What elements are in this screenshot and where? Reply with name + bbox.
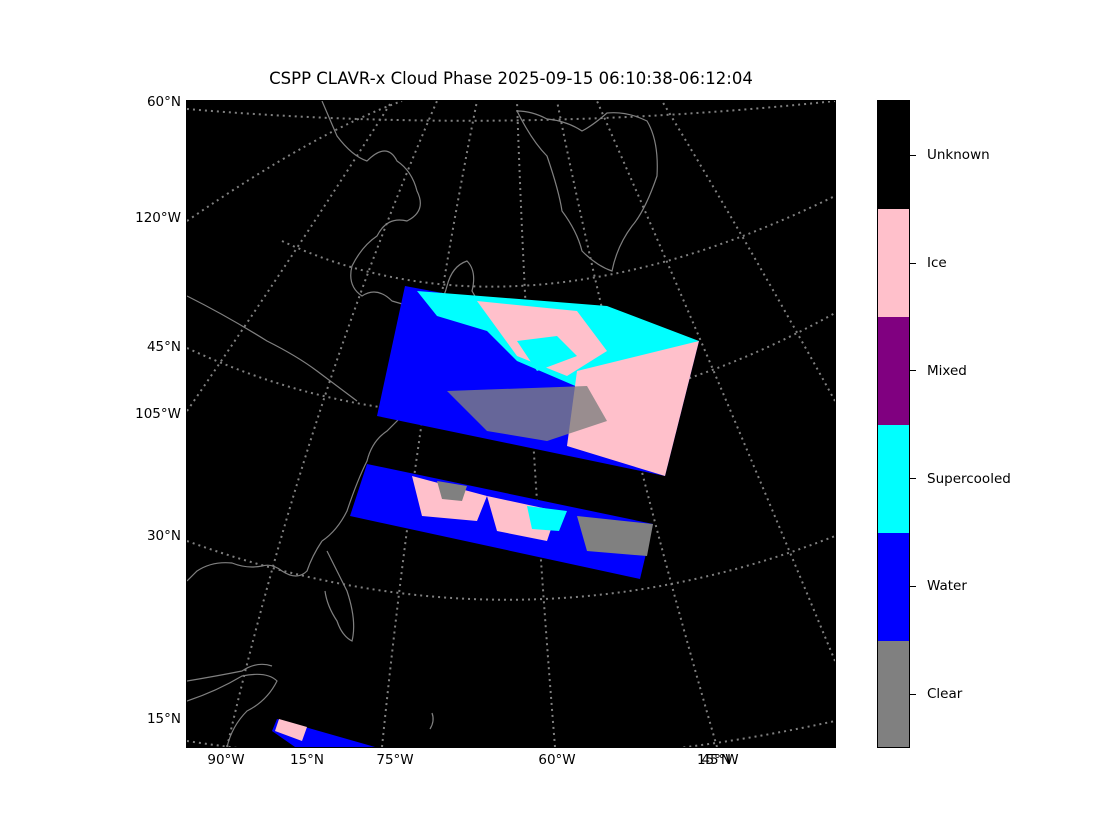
label-lon-75: 75°W (376, 752, 414, 768)
colorbar-tick-supercooled (910, 478, 916, 479)
label-lat-15-bottom: 15°N (289, 752, 325, 768)
colorbar-label-supercooled: Supercooled (927, 471, 1011, 487)
lon-line-105 (187, 101, 393, 412)
coast-island-small (429, 712, 434, 730)
colorbar-supercooled (878, 425, 909, 533)
lon-line-30 (596, 101, 835, 662)
swath-north (377, 286, 699, 476)
label-lat-15: 15°N (146, 711, 181, 727)
colorbar-tick-clear (910, 694, 916, 695)
colorbar (877, 100, 910, 748)
label-lon-45: 45°W (701, 752, 739, 768)
label-lat-15-bottom-right: 15°N (696, 752, 732, 768)
label-lon-60: 60°W (538, 752, 576, 768)
label-lon-105: 105°W (135, 406, 181, 422)
colorbar-label-ice: Ice (927, 255, 947, 271)
label-lon-90: 90°W (207, 752, 245, 768)
colorbar-tick-unknown (910, 155, 916, 156)
coast-florida (187, 540, 323, 582)
lat-line-60 (187, 101, 835, 122)
colorbar-tick-mixed (910, 370, 916, 371)
colorbar-unknown (878, 101, 909, 209)
colorbar-label-unknown: Unknown (927, 147, 990, 163)
map-title: CSPP CLAVR-x Cloud Phase 2025-09-15 06:1… (269, 69, 753, 88)
colorbar-tick-ice (910, 263, 916, 264)
label-lat-30: 30°N (146, 528, 181, 544)
coast-canada-east (321, 101, 498, 542)
colorbar-label-water: Water (927, 578, 967, 594)
label-lat-60: 60°N (146, 94, 181, 110)
lat-line-55 (281, 195, 835, 288)
colorbar-label-clear: Clear (927, 686, 963, 702)
coast-greenland (516, 110, 658, 272)
swath-south (272, 719, 375, 747)
border-us-canada (187, 295, 358, 402)
coast-central-america (187, 673, 278, 747)
lon-line-60 (516, 101, 556, 747)
colorbar-label-mixed: Mixed (927, 363, 967, 379)
swath-middle (350, 464, 653, 579)
label-lat-45: 45°N (146, 339, 181, 355)
lon-line-90 (226, 101, 438, 747)
map-canvas (187, 101, 835, 747)
colorbar-tick-water (910, 586, 916, 587)
colorbar-mixed (878, 317, 909, 425)
coast-florida-peninsula (324, 550, 355, 642)
colorbar-water (878, 533, 909, 641)
coast-gulf (187, 663, 273, 682)
label-lon-120: 120°W (135, 210, 181, 226)
coastlines (187, 101, 658, 747)
colorbar-clear (878, 641, 909, 747)
lon-line-120 (187, 101, 403, 222)
colorbar-ice (878, 209, 909, 317)
map-panel[interactable] (186, 100, 836, 748)
